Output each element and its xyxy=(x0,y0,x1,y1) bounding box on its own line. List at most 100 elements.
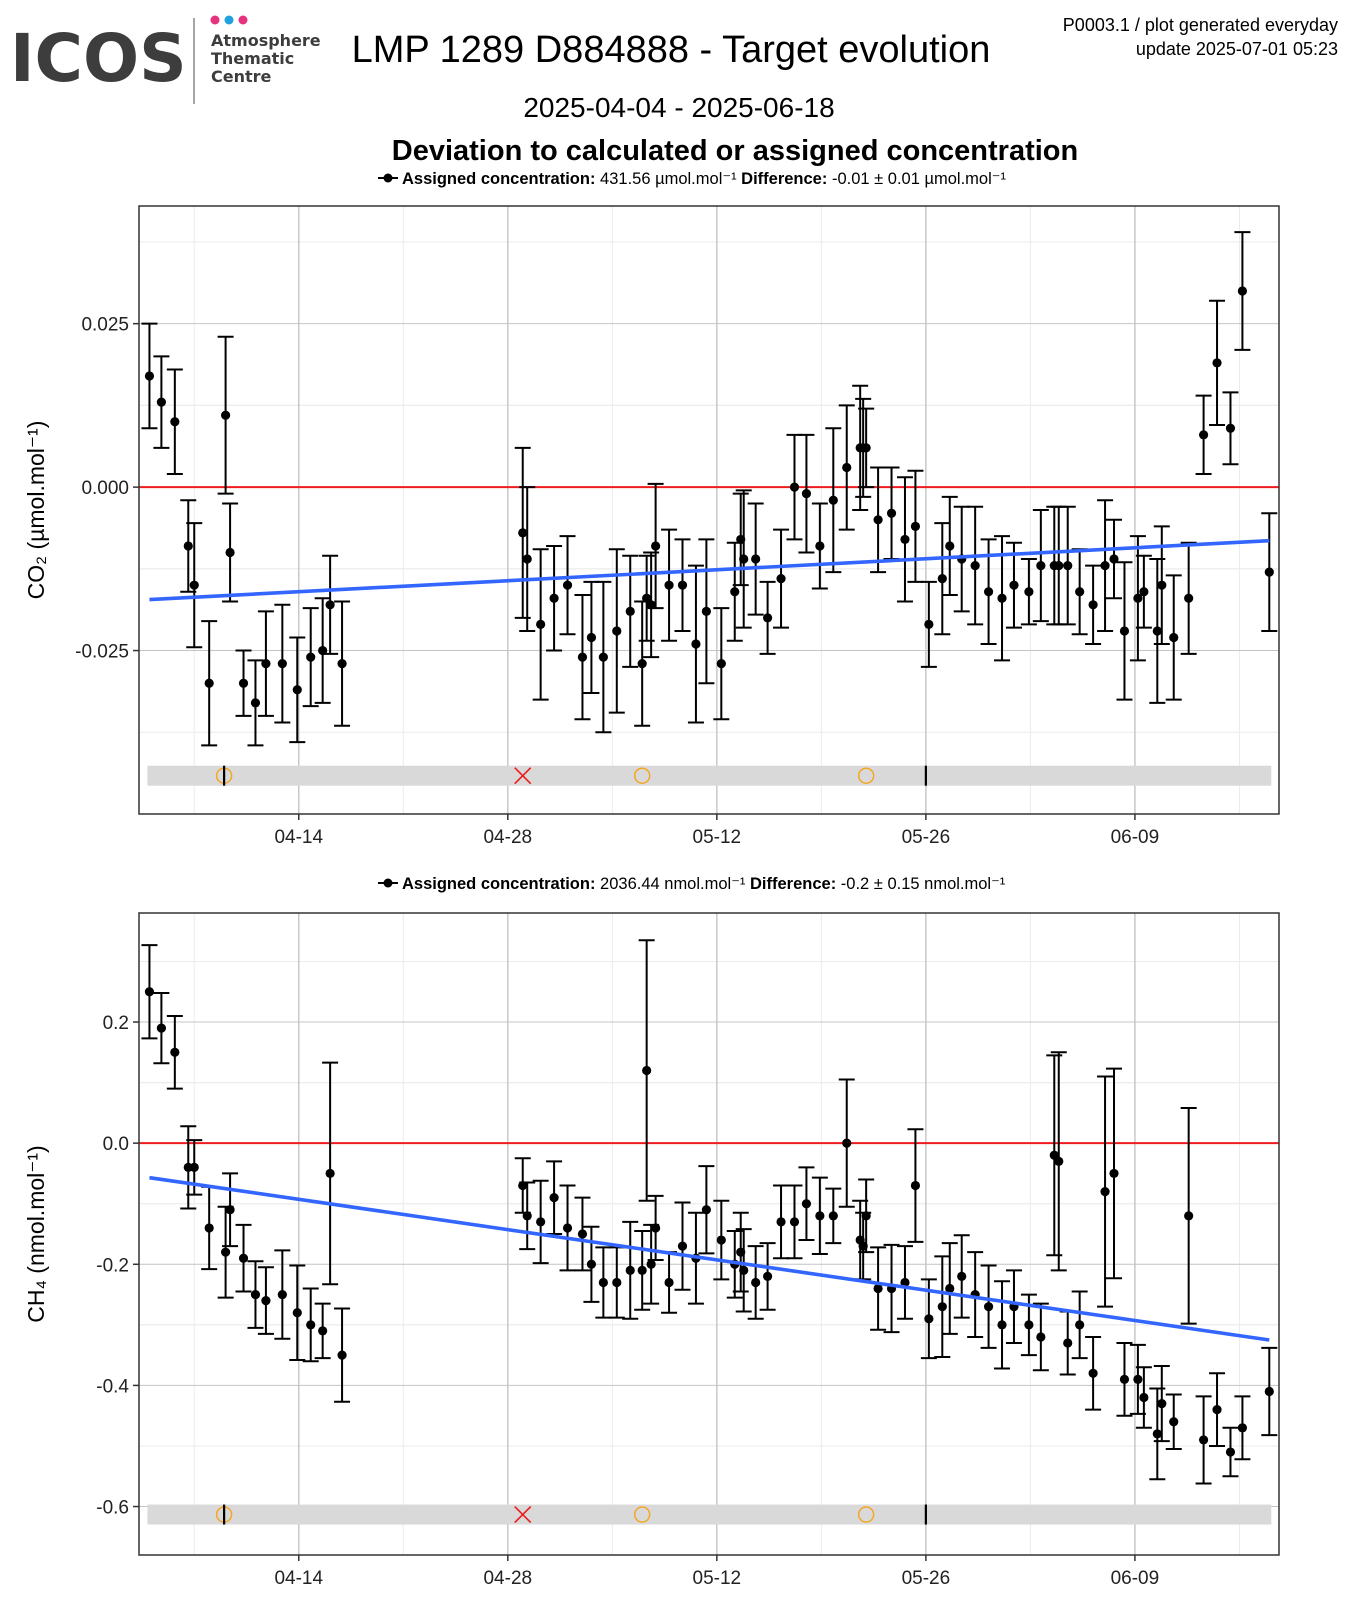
data-point xyxy=(532,1179,549,1265)
point-marker xyxy=(1054,1156,1064,1166)
point-marker xyxy=(637,1265,647,1275)
data-point xyxy=(941,495,958,596)
point-marker xyxy=(1169,1417,1179,1427)
data-point xyxy=(747,502,764,616)
legend-assigned-value: 431.56 µmol.mol⁻¹ xyxy=(595,170,741,188)
point-marker xyxy=(577,652,588,662)
point-marker xyxy=(337,659,347,669)
point-marker xyxy=(1133,593,1143,603)
point-marker xyxy=(170,1047,180,1057)
point-marker xyxy=(1088,600,1098,610)
point-marker xyxy=(1054,560,1064,571)
data-point xyxy=(141,322,158,430)
data-point xyxy=(1116,1342,1133,1417)
point-marker xyxy=(277,659,287,669)
data-point xyxy=(1209,1372,1226,1447)
data-point xyxy=(1234,231,1251,351)
data-point xyxy=(994,535,1011,662)
point-marker xyxy=(1024,587,1034,597)
legend-text: Assigned concentration: 431.56 µmol.mol⁻… xyxy=(402,170,1006,188)
point-marker xyxy=(997,1320,1007,1330)
data-point xyxy=(1071,1290,1088,1360)
data-point xyxy=(934,1255,951,1358)
flag-band xyxy=(147,765,1272,786)
point-marker xyxy=(886,508,897,518)
data-point xyxy=(546,1160,563,1235)
x-tick-label: 05-26 xyxy=(902,827,951,848)
data-point xyxy=(1180,1107,1197,1325)
data-point xyxy=(896,476,913,603)
point-marker xyxy=(776,1217,786,1227)
point-marker xyxy=(1109,1168,1119,1179)
data-point xyxy=(166,368,183,476)
point-marker xyxy=(625,1265,635,1275)
data-point xyxy=(647,482,664,610)
data-point xyxy=(674,1201,691,1291)
data-point xyxy=(634,600,651,727)
logo-dot-2 xyxy=(224,15,234,25)
point-marker xyxy=(651,541,661,551)
point-marker xyxy=(1264,567,1274,577)
point-marker xyxy=(1036,560,1046,571)
point-marker xyxy=(677,580,688,590)
data-point xyxy=(967,505,984,626)
point-marker xyxy=(536,619,546,630)
point-marker xyxy=(522,1211,532,1221)
point-marker xyxy=(642,1065,652,1076)
data-point xyxy=(811,1176,828,1255)
trend-line xyxy=(149,538,1270,602)
data-point xyxy=(1059,505,1076,626)
data-point xyxy=(201,620,218,747)
data-point xyxy=(519,1181,536,1251)
point-marker xyxy=(801,1199,812,1209)
legend-point-key xyxy=(383,173,393,183)
point-marker xyxy=(250,698,261,708)
point-marker xyxy=(1184,1211,1194,1221)
icos-logo-text: ICOS xyxy=(10,20,187,97)
data-point xyxy=(870,1246,887,1331)
point-marker xyxy=(739,1265,749,1275)
data-point xyxy=(838,1078,855,1208)
point-marker xyxy=(873,515,883,525)
data-point xyxy=(726,541,743,642)
point-marker xyxy=(598,1277,608,1288)
x-tick-label: 04-14 xyxy=(274,827,323,848)
data-point xyxy=(934,522,951,636)
data-point xyxy=(186,522,203,649)
data-point xyxy=(302,1287,319,1363)
data-point xyxy=(141,944,158,1040)
point-marker xyxy=(1157,1398,1167,1409)
point-marker xyxy=(183,541,193,551)
point-marker xyxy=(1139,587,1149,597)
data-point xyxy=(314,597,331,704)
point-marker xyxy=(842,462,852,473)
point-marker xyxy=(716,1235,726,1245)
data-point xyxy=(322,1061,339,1286)
point-marker xyxy=(1009,580,1019,590)
data-point xyxy=(825,427,842,574)
point-marker xyxy=(642,593,652,603)
point-marker xyxy=(1063,1338,1073,1348)
point-marker xyxy=(318,1326,328,1336)
point-marker xyxy=(577,1229,588,1239)
data-point xyxy=(1020,558,1037,626)
point-marker xyxy=(189,580,199,590)
data-point xyxy=(1209,299,1226,427)
point-marker xyxy=(1198,430,1209,440)
data-point xyxy=(698,538,715,685)
point-marker xyxy=(1184,593,1194,603)
data-point xyxy=(735,489,752,629)
point-marker xyxy=(1198,1435,1209,1445)
plot-border xyxy=(138,912,1280,1556)
co2-panel: 0.025 0.000 -0.025 04-14 04-28 05-12 05-26 06-0… xyxy=(23,170,1280,848)
point-marker xyxy=(983,587,994,597)
data-point xyxy=(1005,541,1022,629)
y-tick-label: 0.000 xyxy=(81,478,129,499)
point-marker xyxy=(900,534,910,545)
data-point xyxy=(953,1234,970,1319)
point-marker xyxy=(664,1277,674,1288)
point-marker xyxy=(586,632,597,643)
point-marker xyxy=(1225,423,1236,433)
point-marker xyxy=(691,639,701,649)
data-point xyxy=(222,502,239,603)
